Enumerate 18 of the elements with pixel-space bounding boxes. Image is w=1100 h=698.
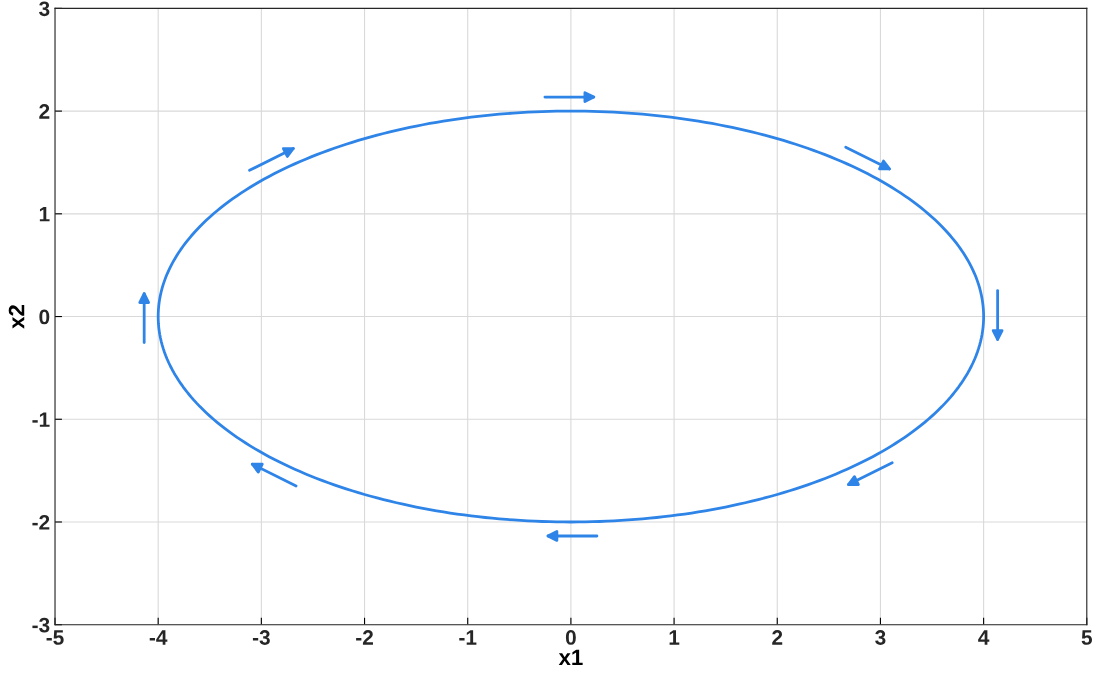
x-tick-label: 1 [669,630,680,645]
x-tick-label: 2 [772,630,783,645]
y-tick-label: 2 [39,104,50,119]
x-tick-label: -3 [252,630,270,645]
x-axis-title: x1 [558,649,583,666]
x-tick-label: 0 [565,630,576,645]
y-axis-title: x2 [8,305,25,329]
y-tick-label: 0 [39,309,50,325]
x-tick-label: 4 [978,630,990,645]
y-tick-label: 3 [39,1,50,17]
y-tick-label: 1 [39,207,50,222]
x-tick-label: -1 [459,630,477,645]
x-tick-label: -4 [149,630,168,645]
x-tick-label: -2 [356,630,373,645]
x-tick-label: 5 [1081,630,1093,645]
y-tick-label: -2 [32,514,50,530]
y-tick-label: -1 [32,412,50,427]
x-tick-label: 3 [875,630,886,645]
